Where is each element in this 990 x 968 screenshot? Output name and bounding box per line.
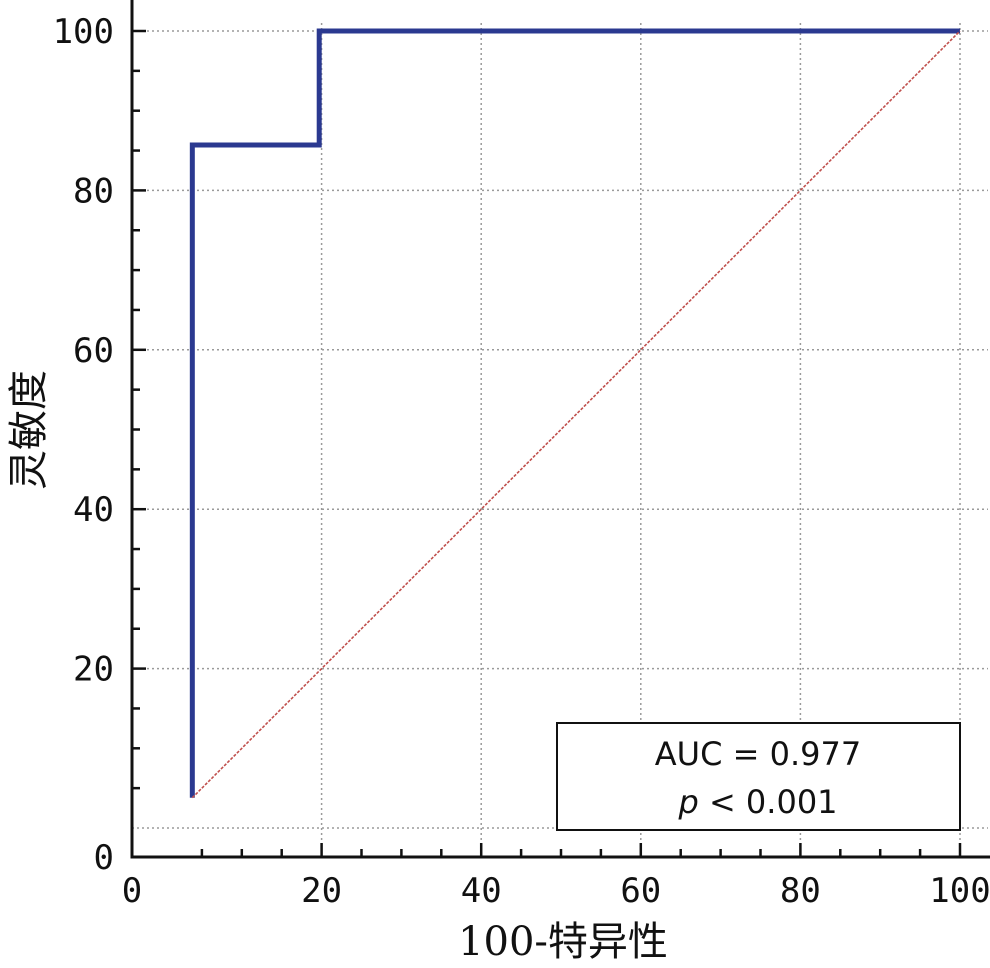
y-tick-label: 40 [73, 490, 114, 530]
grid [132, 23, 988, 857]
annotation-border [556, 722, 961, 831]
x-axis-title: 100-特异性 [458, 919, 668, 965]
y-tick-label: 60 [73, 331, 114, 371]
y-tick-label: 0 [94, 838, 114, 878]
y-tick-label: 20 [73, 650, 114, 690]
y-tick-label: 100 [53, 12, 114, 52]
series-layer [189, 28, 961, 799]
y-axis-title: 灵敏度 [6, 370, 52, 490]
x-tick-label: 40 [461, 871, 502, 911]
x-tick-label: 20 [301, 871, 342, 911]
y-tick-label: 80 [73, 171, 114, 211]
axes [130, 0, 990, 859]
p-symbol: p [677, 783, 698, 821]
x-tick-label: 0 [122, 871, 142, 911]
x-tick-label: 60 [620, 871, 661, 911]
x-tick-label: 100 [929, 871, 990, 911]
p-value-text: p < 0.001 [677, 783, 837, 821]
p-value: < 0.001 [699, 783, 838, 821]
x-tick-label: 80 [780, 871, 821, 911]
reference-diagonal [191, 30, 961, 799]
tick-labels: 0 20 40 60 80 100 0 20 40 60 80 100 [53, 12, 990, 911]
auc-text: AUC = 0.977 [655, 735, 861, 773]
roc-curve [189, 28, 960, 798]
auc-annotation-box: AUC = 0.977 p < 0.001 [556, 722, 961, 831]
